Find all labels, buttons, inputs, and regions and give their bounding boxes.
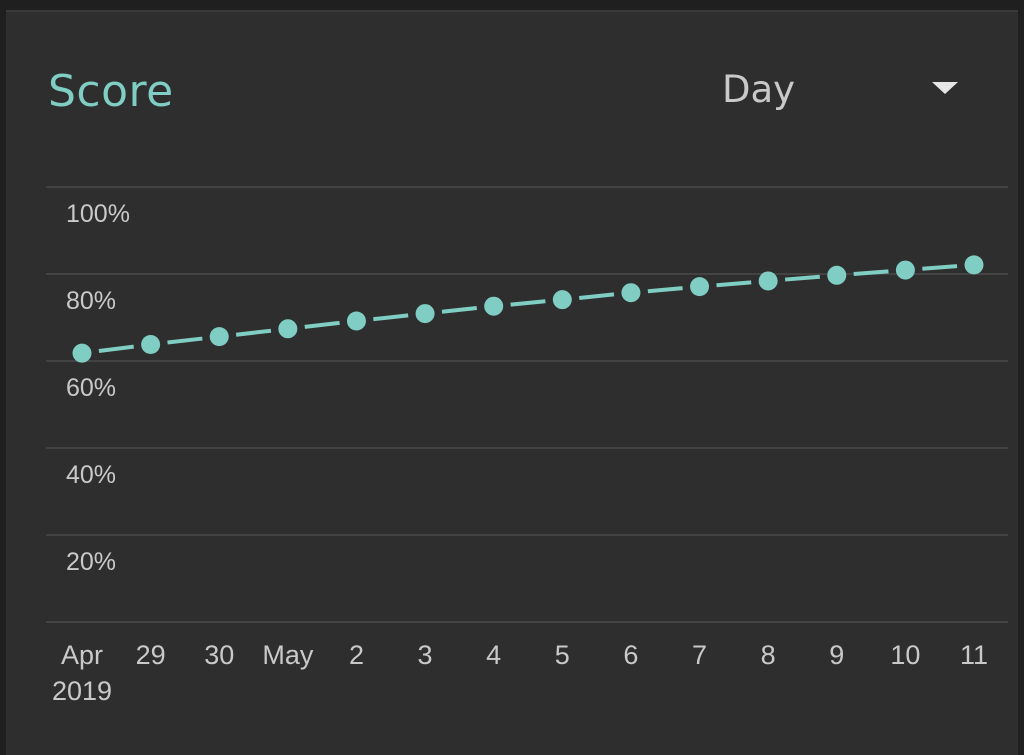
series-line-segment [441,306,478,314]
card-title: Score [48,66,174,117]
x-tick-label: May [262,640,314,670]
x-tick-label: 9 [829,640,844,670]
data-point [484,296,504,316]
x-tick-label: 2 [349,640,364,670]
series-line-segment [579,292,615,300]
series-line-segment [922,264,958,271]
series-line-segment [510,299,546,307]
data-point [552,290,572,310]
series-line-segment [784,274,820,282]
data-point [141,334,161,354]
dropdown-arrow-icon [932,82,958,94]
data-point [415,304,435,324]
data-point [621,283,641,303]
data-point [895,260,915,280]
data-point [827,265,847,285]
data-point [72,343,92,363]
period-dropdown[interactable]: Day [700,62,980,118]
x-tick-label: 4 [486,640,501,670]
series-line-segment [304,320,340,329]
x-tick-label: 8 [761,640,776,670]
data-point [758,271,778,291]
data-point [964,255,984,275]
x-tick-label: 2019 [52,676,112,706]
x-tick-label: 30 [204,640,234,670]
y-tick-label: 40% [66,461,116,489]
series-line-segment [716,280,752,288]
score-series [72,255,984,363]
x-tick-label: 29 [136,640,166,670]
data-point [278,319,298,339]
x-tick-label: Apr [61,640,103,670]
gridlines [46,186,1008,623]
top-strip [0,0,1024,10]
data-point [690,277,710,297]
series-line-segment [647,286,683,294]
period-dropdown-value: Day [722,68,796,111]
x-tick-label: 5 [555,640,570,670]
series-line-segment [98,344,135,354]
x-axis-tick-labels: Apr 2019 29 30 May 2 3 4 5 6 7 8 9 10 11 [52,640,988,706]
series-line-segment [235,328,272,337]
score-card [6,10,1018,755]
series-line-segment [373,313,409,322]
y-tick-label: 100% [66,200,130,228]
series-line-segment [853,269,889,277]
y-tick-label: 80% [66,287,116,315]
x-tick-label: 3 [418,640,433,670]
data-point [346,311,366,331]
y-tick-label: 20% [66,548,116,576]
y-axis-tick-labels: 20% 40% 60% 80% 100% [66,200,130,576]
x-tick-label: 11 [960,640,988,670]
data-point [209,327,229,347]
y-tick-label: 60% [66,374,116,402]
x-tick-label: 6 [623,640,638,670]
x-tick-label: 10 [890,640,920,670]
x-tick-label: 7 [692,640,707,670]
series-line-segment [167,336,203,345]
